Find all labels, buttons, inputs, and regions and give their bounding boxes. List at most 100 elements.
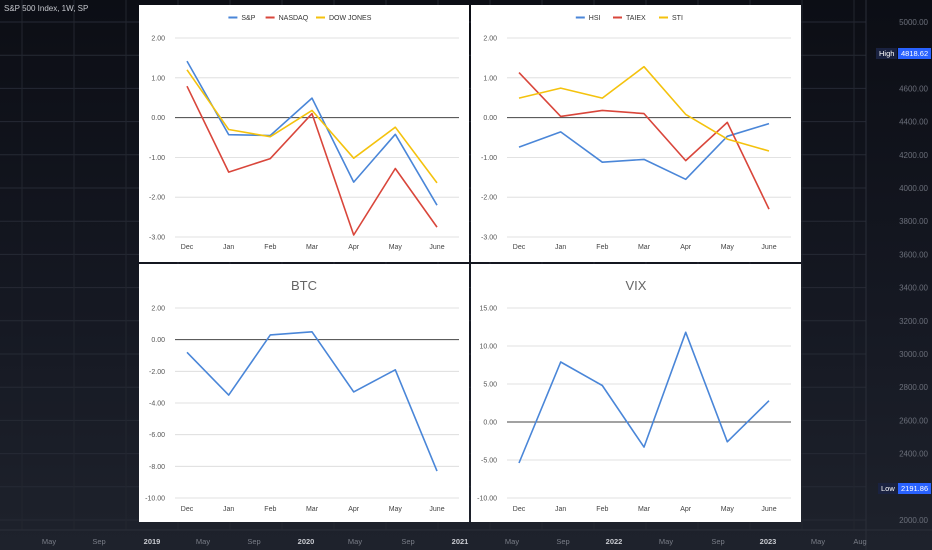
legend-label: TAIEX (626, 15, 646, 22)
y-tick-label: -3.00 (481, 235, 497, 242)
x-tick-label: May (389, 244, 403, 251)
y-tick-label: -2.00 (481, 195, 497, 202)
time-tick-label: May (42, 537, 56, 546)
x-tick-label: Mar (638, 244, 651, 251)
price-tick-label: 4600.00 (899, 84, 928, 93)
y-tick-label: -6.00 (149, 432, 165, 439)
panel-btc: 2.00 0.00 -2.00 -4.00 -6.00 -8.00 -10.00 Dec Jan… (139, 264, 469, 522)
symbol-title[interactable]: S&P 500 Index, 1W, SP (4, 4, 89, 13)
x-tick-label: June (761, 506, 776, 513)
legend-label: DOW JONES (329, 15, 372, 22)
y-tick-label: -2.00 (149, 369, 165, 376)
y-tick-label: -1.00 (149, 155, 165, 162)
y-tick-label: 2.00 (151, 306, 165, 313)
x-tick-label: Dec (513, 244, 526, 251)
y-tick-label: 15.00 (479, 306, 497, 313)
asia-indices-chart: 2.00 1.00 0.00 -1.00 -2.00 -3.00 Dec Jan Feb Mar A… (481, 15, 791, 251)
series-line (518, 72, 770, 210)
x-tick-label: Mar (638, 506, 651, 513)
y-tick-label: -4.00 (149, 401, 165, 408)
x-tick-label: Feb (264, 506, 276, 513)
x-tick-label: Dec (181, 506, 194, 513)
x-tick-label: Jan (223, 506, 234, 513)
y-tick-label: 1.00 (483, 75, 497, 82)
y-tick-label: -5.00 (481, 458, 497, 465)
time-tick-label: Sep (247, 537, 260, 546)
y-tick-label: 2.00 (483, 36, 497, 43)
series-line (518, 331, 770, 464)
time-tick-label: Sep (401, 537, 414, 546)
price-tick-label: 4400.00 (899, 118, 928, 127)
price-tick-label: 3600.00 (899, 250, 928, 259)
legend-label: NASDAQ (279, 15, 309, 22)
price-tick-label: 2000.00 (899, 516, 928, 525)
y-tick-label: 0.00 (483, 420, 497, 427)
y-tick-label: -2.00 (149, 195, 165, 202)
price-tick-label: 3800.00 (899, 217, 928, 226)
y-tick-label: -8.00 (149, 464, 165, 471)
time-tick-label: May (348, 537, 362, 546)
low-value: 2191.86 (898, 483, 932, 494)
us-indices-chart: 2.00 1.00 0.00 -1.00 -2.00 -3.00 Dec Jan Feb Mar A… (149, 15, 459, 251)
legend-label: S&P (241, 15, 255, 22)
vix-chart: 15.00 10.00 5.00 0.00 -5.00 -10.00 Dec Jan Feb Ma… (477, 278, 791, 513)
price-tick-label: 5000.00 (899, 18, 928, 27)
price-tick-label: 2600.00 (899, 416, 928, 425)
x-tick-label: May (721, 506, 735, 513)
x-tick-label: Jan (555, 506, 566, 513)
y-tick-label: -10.00 (477, 496, 497, 503)
time-tick-label: Sep (711, 537, 724, 546)
y-tick-label: 10.00 (479, 344, 497, 351)
y-tick-label: 0.00 (151, 337, 165, 344)
y-tick-label: 1.00 (151, 75, 165, 82)
high-label: High (876, 48, 898, 59)
x-tick-label: Feb (596, 506, 608, 513)
time-tick-label: May (196, 537, 210, 546)
x-tick-label: June (429, 506, 444, 513)
series-line (518, 65, 770, 152)
time-tick-label: May (505, 537, 519, 546)
y-tick-label: 5.00 (483, 382, 497, 389)
btc-chart: 2.00 0.00 -2.00 -4.00 -6.00 -8.00 -10.00 Dec Jan… (145, 278, 459, 513)
price-tick-label: 3200.00 (899, 317, 928, 326)
time-tick-label: 2022 (606, 537, 623, 546)
chart-title: BTC (291, 278, 317, 293)
price-tick-label: 4000.00 (899, 184, 928, 193)
time-tick-label: 2020 (298, 537, 315, 546)
x-tick-label: Apr (680, 506, 692, 513)
time-tick-label: May (811, 537, 825, 546)
y-tick-label: -1.00 (481, 155, 497, 162)
chart-title: VIX (626, 278, 647, 293)
high-value: 4818.62 (898, 48, 932, 59)
low-label: Low (878, 483, 898, 494)
time-tick-label: Aug (853, 537, 866, 546)
price-tick-label: 3000.00 (899, 350, 928, 359)
legend-label: HSI (589, 15, 601, 22)
y-tick-label: -3.00 (149, 235, 165, 242)
series-line (186, 331, 438, 472)
y-tick-label: 0.00 (483, 115, 497, 122)
panel-asia-indices: 2.00 1.00 0.00 -1.00 -2.00 -3.00 Dec Jan Feb Mar A… (471, 5, 801, 262)
price-tick-label: 4200.00 (899, 151, 928, 160)
x-tick-label: Dec (513, 506, 526, 513)
time-tick-label: 2023 (760, 537, 777, 546)
x-tick-label: Mar (306, 244, 319, 251)
price-tick-label: 3400.00 (899, 284, 928, 293)
x-tick-label: Apr (680, 244, 692, 251)
time-tick-label: May (659, 537, 673, 546)
x-tick-label: May (389, 506, 403, 513)
panel-vix: 15.00 10.00 5.00 0.00 -5.00 -10.00 Dec Jan Feb Ma… (471, 264, 801, 522)
y-tick-label: 0.00 (151, 115, 165, 122)
x-tick-label: Feb (264, 244, 276, 251)
x-tick-label: Feb (596, 244, 608, 251)
x-tick-label: June (761, 244, 776, 251)
x-tick-label: Mar (306, 506, 319, 513)
time-tick-label: 2021 (452, 537, 469, 546)
series-line (186, 69, 438, 184)
x-tick-label: June (429, 244, 444, 251)
x-tick-label: Apr (348, 506, 360, 513)
time-tick-label: 2019 (144, 537, 161, 546)
legend-label: STI (672, 15, 683, 22)
time-tick-label: Sep (556, 537, 569, 546)
x-tick-label: May (721, 244, 735, 251)
